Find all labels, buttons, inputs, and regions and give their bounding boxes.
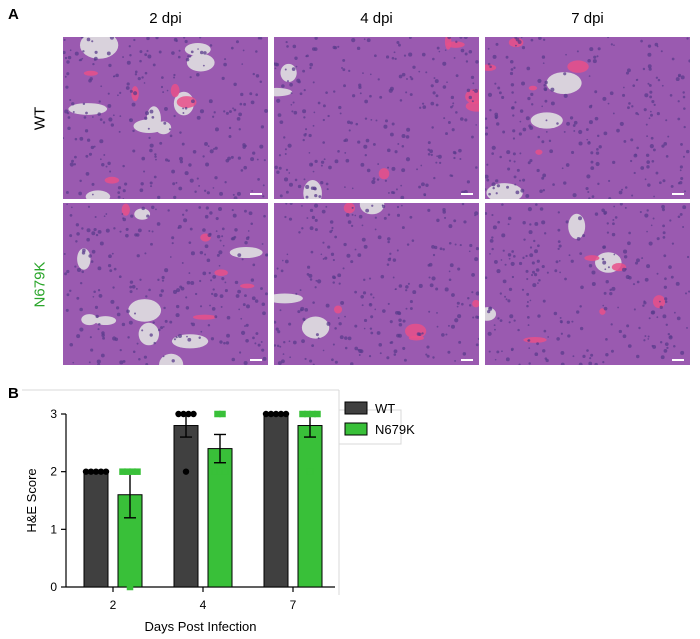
bar-wt-7 (263, 413, 289, 588)
data-point-wt (277, 410, 285, 418)
scale-bar (461, 193, 473, 195)
histology-image-n679k-4dpi (274, 203, 479, 365)
data-point-wt (185, 410, 192, 418)
histology-image-wt-7dpi (485, 37, 690, 199)
legend-swatch-n679k (344, 422, 368, 436)
histology-image-n679k-7dpi (485, 203, 690, 365)
data-point-n679k (314, 410, 321, 418)
x-tick-label: 4 (200, 598, 207, 612)
data-point-wt (175, 410, 182, 418)
data-point-n679k (306, 468, 314, 475)
scale-bar (250, 359, 262, 361)
scale-bar (461, 359, 473, 361)
panel-a-letter: A (8, 6, 19, 23)
data-point-wt (267, 410, 275, 418)
data-point-wt (262, 410, 270, 418)
data-point-n679k (219, 410, 226, 418)
column-label-2dpi: 2 dpi (149, 10, 182, 27)
data-point-wt (87, 468, 95, 475)
bar-n679k-7 (297, 425, 323, 588)
histology-image-wt-4dpi (274, 37, 479, 199)
row-label-wt: WT (31, 106, 49, 131)
data-point-n679k (221, 468, 229, 475)
x-tick-label: 2 (110, 598, 117, 612)
data-point-wt (180, 410, 187, 418)
legend-label-wt: WT (375, 401, 395, 416)
data-point-wt (272, 410, 280, 418)
data-point-wt (102, 468, 110, 475)
y-tick-label: 1 (50, 522, 57, 536)
y-axis-title: H&E Score (24, 468, 39, 532)
data-point-wt (82, 468, 90, 475)
data-point-wt (282, 410, 290, 418)
scale-bar (672, 359, 684, 361)
data-point-n679k (134, 468, 141, 475)
bar-wt-4 (173, 425, 199, 588)
data-point-wt (97, 468, 105, 475)
x-axis-title: Days Post Infection (145, 619, 257, 634)
y-tick-label: 3 (50, 407, 57, 421)
data-point-wt (182, 468, 190, 475)
scale-bar (672, 193, 684, 195)
row-label-n679k: N679K (31, 261, 49, 308)
data-point-wt (92, 468, 100, 475)
y-tick-label: 0 (50, 580, 57, 594)
y-tick-label: 2 (50, 465, 57, 479)
scale-bar (250, 193, 262, 195)
legend-label-n679k: N679K (375, 422, 415, 437)
legend-swatch-wt (344, 401, 368, 415)
column-label-7dpi: 7 dpi (571, 10, 604, 27)
data-point-wt (190, 410, 197, 418)
x-tick-label: 7 (290, 598, 297, 612)
he-score-bar-chart: 0 1 2 3 2 4 7 Days Post Infection H&E Score WT N67… (22, 389, 415, 634)
panel-b-letter: B (8, 385, 19, 402)
column-label-4dpi: 4 dpi (360, 10, 393, 27)
bar-wt-2 (83, 471, 109, 588)
histology-image-wt-2dpi (63, 37, 268, 199)
data-point-n679k (126, 583, 134, 591)
histology-image-n679k-2dpi (63, 203, 268, 365)
